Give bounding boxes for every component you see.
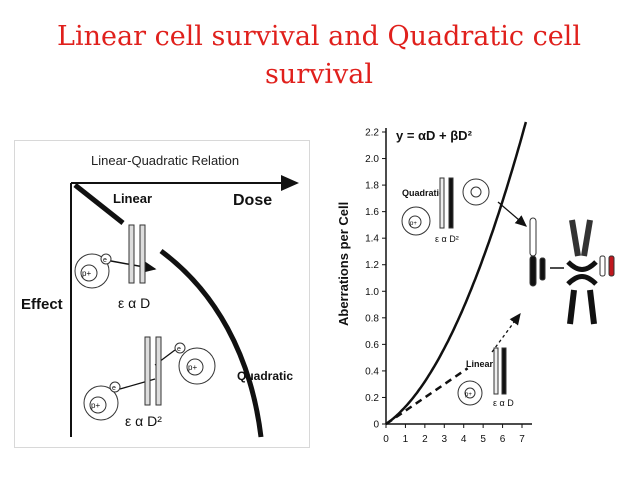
y-tick-label: 0.6 (365, 340, 379, 351)
chromosome-right (139, 224, 146, 284)
linear-inset: p+ e ε α D (74, 224, 157, 311)
proton-icon-left (89, 396, 107, 414)
proton-label-left: p+ (91, 401, 100, 410)
y-tick-label: 1.0 (365, 287, 379, 298)
lin-proton-icon (464, 387, 476, 399)
aberrations-chart-figure: y = αD + βD² Aberrations per Cell 0 0.2 0.… (322, 120, 625, 460)
x-tick-label: 2 (422, 434, 428, 445)
proton-label-right: p+ (188, 363, 197, 372)
y-tick-label: 0.2 (365, 393, 379, 404)
lin-inset-formula: ε α D (493, 398, 514, 408)
electron-icon-right (174, 342, 186, 354)
y-tick-label: 1.4 (365, 234, 379, 245)
lin-particle-orbit (457, 380, 483, 406)
particle-orbit-right (178, 347, 216, 385)
y-tick-label: 0.8 (365, 313, 379, 324)
chromosome-q-left (144, 336, 151, 406)
x-tick-label: 6 (500, 434, 506, 445)
quad-particle-orbit-b (462, 178, 490, 206)
slide-title-line-1: Linear cell survival and Quadratic cell (57, 21, 581, 52)
y-tick-label: 0 (373, 420, 379, 431)
linear-quadratic-relation-figure: Linear-Quadratic Relation Dose Effect Li… (14, 140, 310, 448)
plot-formula: y = αD + βD² (396, 128, 473, 143)
plot-x-ticks: 0 1 2 3 4 5 6 7 (383, 424, 525, 445)
quad-proton-icon (408, 215, 422, 229)
y-tick-label: 1.8 (365, 181, 379, 192)
quadratic-label: Quadratic (237, 369, 293, 383)
fragment-2 (608, 255, 615, 277)
dicentric-cross (566, 260, 598, 286)
slide-title-line-2: survival (264, 59, 374, 90)
linear-inset-right: Linear p+ ε α D (457, 347, 514, 408)
arrow-to-dicentric (497, 201, 527, 227)
electron-label-left: e (112, 385, 116, 392)
plot-y-axis-label: Aberrations per Cell (336, 202, 351, 326)
lin-chromosome-a (493, 347, 499, 395)
quadratic-inset: p+ e p+ e ε α D² (83, 336, 216, 429)
x-tick-label: 0 (383, 434, 389, 445)
quad-chromosome-a (439, 177, 445, 229)
quad-inset-formula: ε α D² (435, 234, 459, 244)
quad-particle-orbit (401, 206, 431, 236)
dicentric-top (569, 219, 593, 257)
quadratic-inset-right: Quadratic p+ ε α D² (401, 177, 490, 244)
dose-axis-label: Dose (233, 192, 272, 209)
y-tick-label: 1.2 (365, 260, 379, 271)
lq-heading: Linear-Quadratic Relation (91, 153, 239, 168)
electron-icon (100, 253, 112, 265)
linear-component-line (385, 367, 469, 426)
x-tick-label: 5 (480, 434, 486, 445)
quadratic-inset-label: Quadratic (402, 188, 444, 198)
quad-proton-icon-b (470, 186, 482, 198)
x-tick-label: 7 (519, 434, 525, 445)
plot-y-ticks: 0 0.2 0.4 0.6 0.8 1.0 1.2 1.4 1.6 1.8 2.0 2.2 (365, 128, 386, 431)
chromosome-q-right (155, 336, 162, 406)
particle-orbit-left (83, 385, 119, 421)
linear-curve (73, 183, 125, 225)
linear-formula: ε α D (118, 295, 150, 311)
effect-axis-label: Effect (21, 296, 63, 313)
quad-chromosome-b (448, 177, 454, 229)
product-chromosome-2 (539, 257, 546, 281)
y-tick-label: 0.4 (365, 366, 379, 377)
linear-inset-label: Linear (466, 359, 494, 369)
dicentric-bottom (567, 289, 597, 325)
quad-proton-label: p+ (410, 221, 417, 227)
lq-relation-diagram: Linear-Quadratic Relation Dose Effect Li… (21, 153, 299, 438)
fragment-1 (599, 255, 606, 277)
quadratic-formula: ε α D² (125, 413, 162, 429)
chromosome-left (128, 224, 135, 284)
electron-label: e (103, 257, 107, 264)
y-tick-label: 2.2 (365, 128, 379, 139)
product-chromosome-1 (529, 217, 537, 257)
aberrations-dose-plot: y = αD + βD² Aberrations per Cell 0 0.2 0.… (336, 121, 615, 445)
x-tick-label: 1 (403, 434, 409, 445)
lin-chromosome-b (501, 347, 507, 395)
x-tick-label: 3 (442, 434, 448, 445)
product-chromosome-1-dark (529, 255, 537, 287)
particle-orbit (74, 253, 110, 289)
proton-label: p+ (82, 269, 91, 278)
lin-proton-label: p+ (465, 392, 472, 398)
total-aberrations-curve (385, 121, 528, 426)
x-tick-label: 4 (461, 434, 467, 445)
electron-label-right: e (177, 346, 181, 353)
electron-icon-left (109, 381, 121, 393)
linear-label: Linear (113, 191, 152, 206)
y-tick-label: 1.6 (365, 207, 379, 218)
proton-icon (80, 264, 98, 282)
proton-icon-right (186, 358, 204, 376)
y-tick-label: 2.0 (365, 154, 379, 165)
arrow-to-linear-product (491, 312, 521, 353)
chromosome-exchange-products (529, 217, 615, 325)
quadratic-curve (159, 248, 264, 438)
